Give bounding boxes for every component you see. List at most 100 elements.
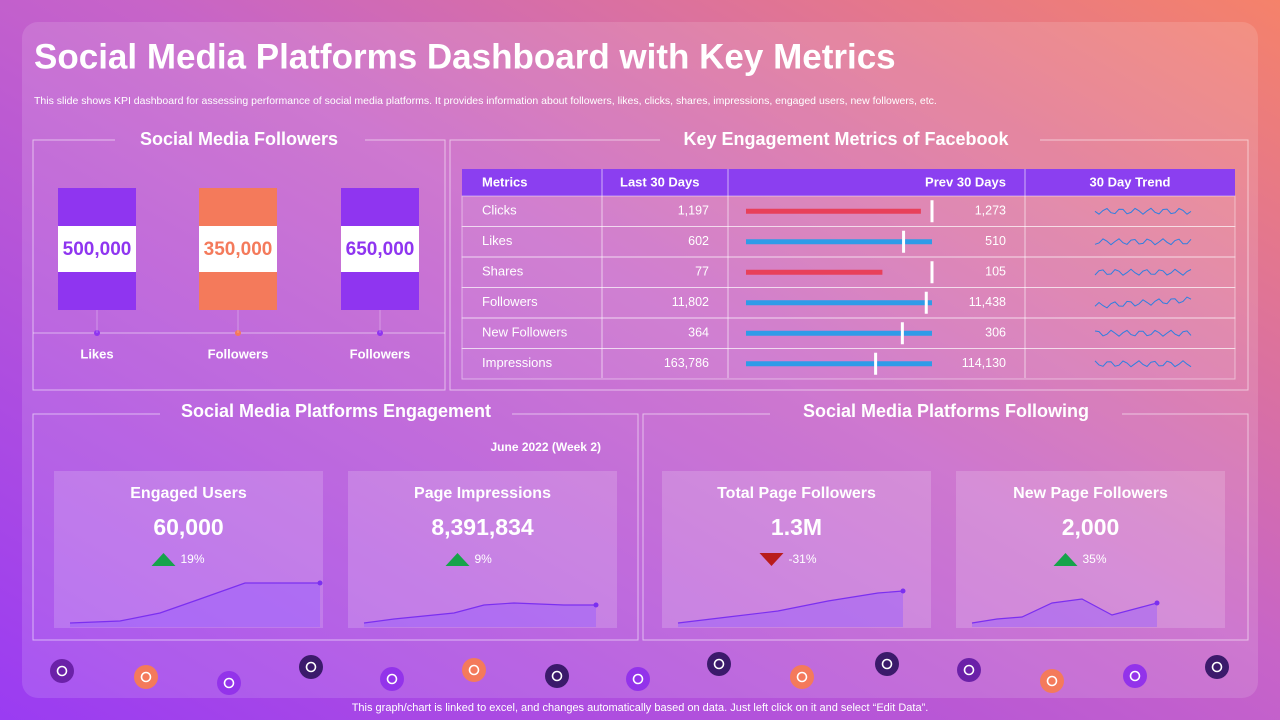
metric-name: Followers [482, 294, 538, 309]
icon [299, 655, 323, 679]
value-box [199, 226, 277, 272]
icon-glyph [223, 677, 235, 689]
prev-value: 306 [985, 326, 1006, 340]
panel-title: Key Engagement Metrics of Facebook [683, 129, 1009, 149]
icon [545, 664, 569, 688]
kpi-change: 35% [1083, 552, 1107, 566]
sparkline [1094, 207, 1192, 215]
sparkline [1094, 329, 1192, 337]
comparison-bar [746, 330, 932, 336]
column-header: Last 30 Days [620, 174, 700, 189]
sparkline [1094, 268, 1192, 276]
icon [1205, 655, 1229, 679]
prev-value: 105 [985, 265, 1006, 279]
kpi-card [348, 471, 617, 628]
icon [875, 652, 899, 676]
prev-marker [930, 200, 934, 223]
panel-title: Social Media Platforms Following [803, 401, 1089, 421]
mini-line [971, 598, 1158, 624]
value-box [58, 226, 136, 272]
comparison-bar [746, 239, 932, 245]
icon-glyph [1046, 675, 1058, 687]
comparison-bar [746, 300, 932, 306]
follower-value: 350,000 [204, 239, 273, 260]
icon-glyph [551, 670, 563, 682]
kpi-card [54, 471, 323, 628]
panel-title: Social Media Platforms Engagement [181, 401, 491, 421]
metric-name: Shares [482, 264, 524, 279]
icon [1123, 664, 1147, 688]
kpi-change: -31% [789, 552, 817, 566]
last-value: 163,786 [664, 356, 709, 370]
value-box [341, 226, 419, 272]
mini-area [972, 599, 1157, 627]
kpi-title: Page Impressions [414, 485, 551, 502]
mini-dot [900, 588, 906, 594]
follower-label: Followers [350, 346, 411, 361]
sparkline [1094, 238, 1192, 246]
icon [50, 659, 74, 683]
metric-name: Likes [482, 233, 513, 248]
panel-title: Social Media Followers [140, 129, 338, 149]
prev-value: 11,438 [969, 295, 1006, 309]
prev-marker [902, 230, 906, 253]
icon-glyph [468, 664, 480, 676]
panel-frames [32, 139, 1249, 641]
last-value: 364 [688, 326, 709, 340]
metric-name: New Followers [482, 325, 568, 340]
icon-glyph [1129, 670, 1141, 682]
kpi-title: Total Page Followers [717, 485, 876, 502]
icon-glyph [632, 673, 644, 685]
metric-name: Impressions [482, 355, 553, 370]
mini-area [364, 603, 596, 627]
period: June 2022 (Week 2) [490, 440, 601, 454]
follower-label: Followers [208, 346, 269, 361]
icon [957, 658, 981, 682]
kpi-card [662, 471, 931, 628]
up-arrow [445, 553, 470, 566]
comparison-bar [746, 269, 883, 275]
icon [790, 665, 814, 689]
dot [377, 330, 383, 336]
mini-dot [1154, 600, 1160, 606]
last-value: 77 [695, 265, 709, 279]
kpi-value: 1.3M [771, 514, 822, 540]
mini-line [677, 590, 904, 624]
sparkline [1094, 296, 1192, 309]
title: Social Media Platforms Dashboard with Ke… [34, 37, 896, 76]
icon-glyph [1211, 661, 1223, 673]
mini-dot [593, 602, 599, 608]
mini-area [70, 583, 320, 627]
prev-value: 114,130 [962, 356, 1006, 370]
comparison-bar [746, 208, 921, 214]
kpi-title: Engaged Users [130, 485, 247, 502]
icon [134, 665, 158, 689]
table-row [461, 226, 1236, 258]
icon-glyph [305, 661, 317, 673]
icon-glyph [796, 671, 808, 683]
follower-value: 500,000 [63, 239, 132, 260]
mini-line [363, 602, 596, 624]
prev-marker [924, 291, 928, 314]
dot [235, 330, 241, 336]
icon [626, 667, 650, 691]
icon-glyph [713, 658, 725, 670]
kpi-change: 9% [475, 552, 493, 566]
icon-glyph [881, 658, 893, 670]
icon-glyph [140, 671, 152, 683]
icon [217, 671, 241, 695]
icon [1040, 669, 1064, 693]
down-arrow [759, 553, 784, 566]
icon-glyph [56, 665, 68, 677]
up-arrow [151, 553, 176, 566]
follower-value: 650,000 [346, 239, 415, 260]
follower-label: Likes [80, 346, 113, 361]
prev-value: 1,273 [975, 204, 1006, 218]
metric-name: Clicks [482, 203, 517, 218]
footer-note: This graph/chart is linked to excel, and… [352, 702, 929, 714]
dot [94, 330, 100, 336]
icon-glyph [963, 664, 975, 676]
prev-marker [874, 352, 878, 375]
prev-marker [900, 322, 904, 345]
